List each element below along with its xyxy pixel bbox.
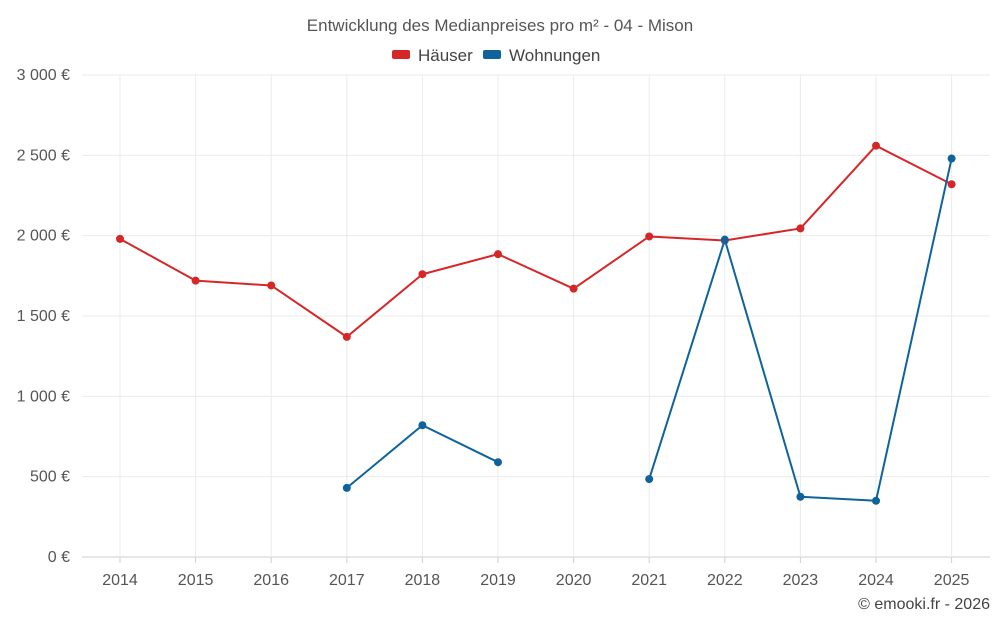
data-point-wohnungen[interactable] <box>720 235 729 244</box>
legend: Häuser Wohnungen <box>392 46 600 65</box>
y-tick-label: 500 € <box>30 469 70 486</box>
chart-title: Entwicklung des Medianpreises pro m² - 0… <box>307 16 693 35</box>
data-point-haeuser[interactable] <box>191 276 200 285</box>
x-tick-label: 2024 <box>858 572 894 589</box>
x-tick-label: 2022 <box>707 572 743 589</box>
data-point-haeuser[interactable] <box>116 234 124 243</box>
data-point-haeuser[interactable] <box>796 224 805 233</box>
x-tick-label: 2014 <box>102 572 138 589</box>
x-axis: 2014 2015 2016 2017 2018 2019 2020 2021 2022 2023… <box>102 557 969 589</box>
series-wohnungen <box>342 154 956 505</box>
data-point-haeuser[interactable] <box>645 232 654 241</box>
x-tick-label: 2018 <box>405 572 441 589</box>
legend-label-haeuser: Häuser <box>418 46 473 65</box>
credit: © emooki.fr - 2026 <box>858 596 990 613</box>
data-point-haeuser[interactable] <box>418 270 427 279</box>
x-tick-label: 2017 <box>329 572 365 589</box>
data-point-haeuser[interactable] <box>342 332 351 341</box>
y-tick-label: 3 000 € <box>17 67 70 84</box>
x-tick-label: 2025 <box>934 572 970 589</box>
x-tick-label: 2016 <box>253 572 289 589</box>
x-tick-label: 2019 <box>480 572 516 589</box>
x-tick-label: 2015 <box>178 572 214 589</box>
y-tick-label: 2 000 € <box>17 228 70 245</box>
data-point-haeuser[interactable] <box>947 180 956 189</box>
y-tick-label: 1 000 € <box>17 388 70 405</box>
x-tick-label: 2023 <box>783 572 819 589</box>
legend-swatch-wohnungen <box>483 50 501 59</box>
series-line-haeuser <box>119 144 953 338</box>
data-point-wohnungen[interactable] <box>342 483 351 492</box>
data-point-wohnungen[interactable] <box>872 496 880 505</box>
data-point-wohnungen[interactable] <box>418 421 427 430</box>
y-tick-label: 0 € <box>48 549 70 566</box>
grid <box>82 74 990 558</box>
x-tick-label: 2021 <box>631 572 667 589</box>
data-point-wohnungen[interactable] <box>796 492 805 501</box>
data-point-wohnungen[interactable] <box>947 154 956 163</box>
series-haeuser <box>116 141 956 341</box>
legend-swatch-haeuser <box>392 50 410 59</box>
series-layer <box>116 141 956 505</box>
y-axis: 0 € 500 € 1 000 € 1 500 € 2 000 € 2 500 € 3 00… <box>17 67 70 566</box>
data-point-wohnungen[interactable] <box>645 475 654 484</box>
data-point-haeuser[interactable] <box>872 141 880 150</box>
x-tick-label: 2020 <box>556 572 592 589</box>
data-point-haeuser[interactable] <box>569 284 578 293</box>
y-tick-label: 1 500 € <box>17 308 70 325</box>
data-point-haeuser[interactable] <box>267 281 276 290</box>
legend-item-haeuser[interactable]: Häuser <box>392 46 473 65</box>
y-tick-label: 2 500 € <box>17 147 70 164</box>
legend-item-wohnungen[interactable]: Wohnungen <box>483 46 600 65</box>
data-point-wohnungen[interactable] <box>494 458 502 467</box>
legend-label-wohnungen: Wohnungen <box>509 46 600 65</box>
data-point-haeuser[interactable] <box>494 250 502 259</box>
